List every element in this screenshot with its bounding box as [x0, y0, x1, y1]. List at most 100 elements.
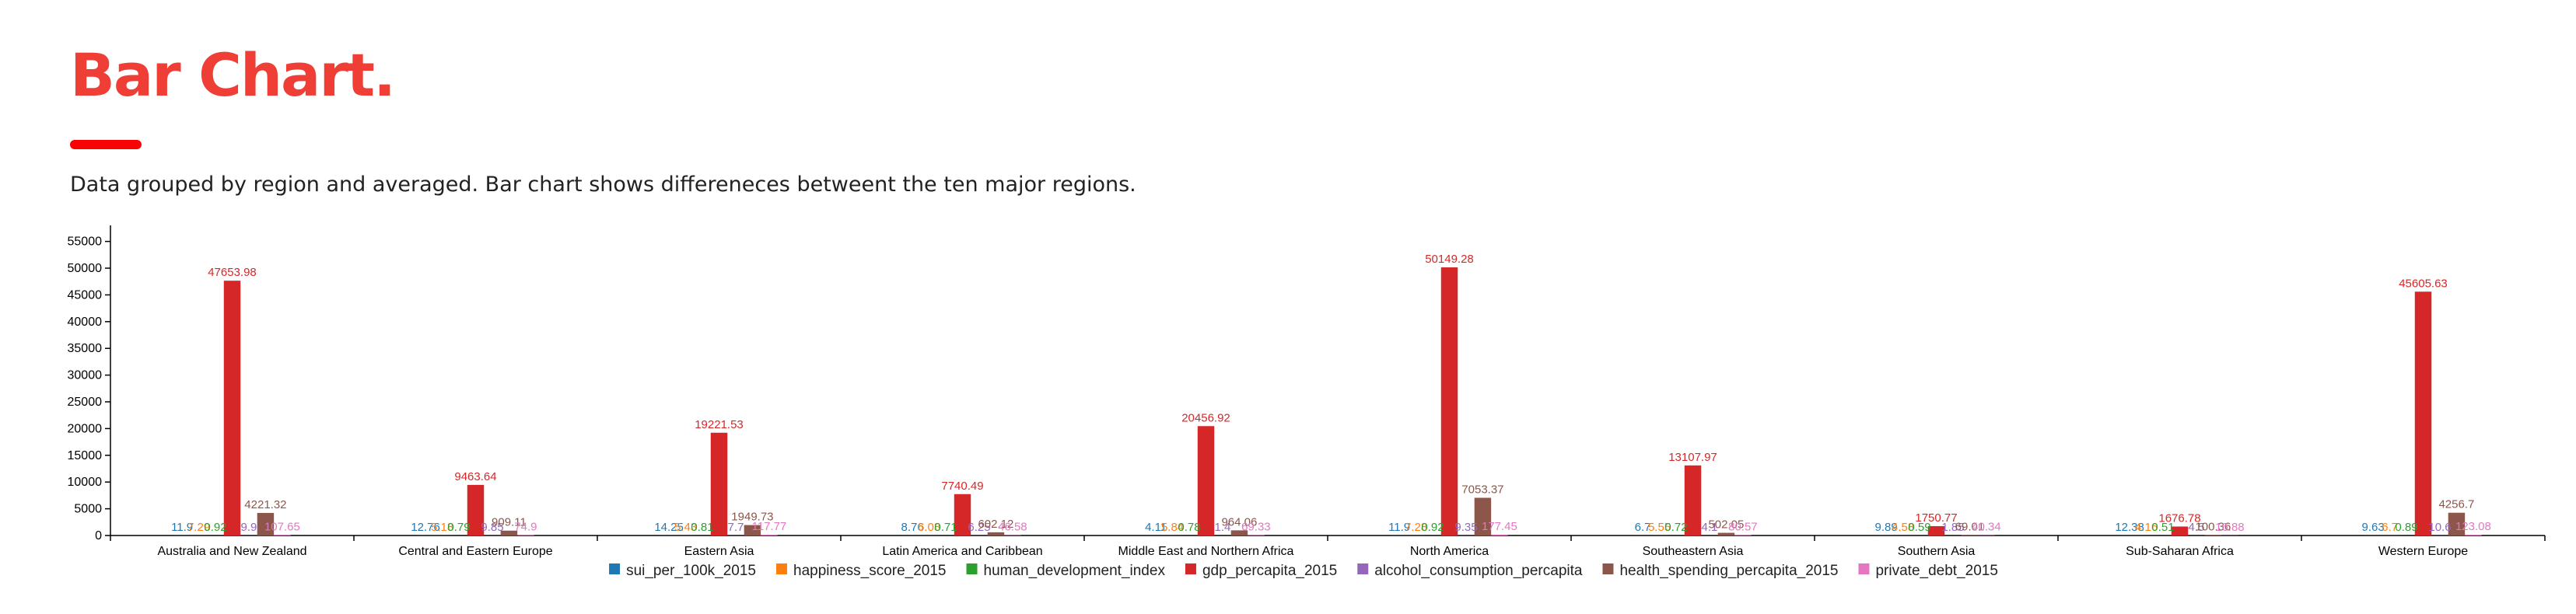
data-label: 12.76: [411, 521, 440, 534]
bar: [761, 535, 778, 536]
data-label: 0.72: [1664, 521, 1687, 534]
title-underline: [70, 140, 142, 149]
x-tick-label: Eastern Asia: [684, 545, 754, 558]
x-tick-label: Central and Eastern Europe: [398, 545, 552, 558]
x-tick-label: Middle East and Northern Africa: [1118, 545, 1294, 558]
bar: [257, 512, 275, 536]
bar: [987, 532, 1005, 536]
y-tick-label: 30000: [68, 369, 103, 382]
data-label: 4.11: [1145, 521, 1167, 534]
bar: [274, 535, 291, 536]
x-tick-label: Southern Asia: [1898, 545, 1976, 558]
legend-swatch: [1858, 563, 1870, 574]
legend: sui_per_100k_2015 happiness_score_2015 hum…: [609, 563, 1998, 579]
data-label: 0.59: [1908, 521, 1930, 534]
legend-swatch: [1357, 563, 1369, 574]
data-label: 9.63: [2362, 521, 2385, 534]
data-label: 6.7: [1635, 521, 1651, 534]
data-label: 10.6: [2428, 521, 2451, 534]
data-label: 964.06: [1221, 515, 1257, 529]
data-label: 1.4: [1215, 521, 1231, 534]
x-tick-label: Western Europe: [2378, 545, 2468, 558]
data-label: 0.92: [1421, 521, 1444, 534]
legend-swatch: [1602, 563, 1614, 574]
bar: [517, 535, 534, 536]
data-label: 47653.98: [208, 266, 257, 279]
legend-swatch: [609, 563, 621, 574]
data-label: 9463.64: [454, 470, 496, 483]
legend-label: happiness_score_2015: [793, 563, 947, 579]
bar: [1440, 267, 1458, 536]
bar: [2204, 535, 2222, 536]
data-label: 80.57: [1728, 520, 1758, 533]
data-label: 11.9: [171, 521, 193, 534]
data-label: 4256.7: [2438, 498, 2474, 511]
y-axis: 0 5000 10000 15000 20000 25000 30000 35000 40000…: [68, 225, 111, 542]
data-label: 50149.28: [1425, 253, 1474, 266]
data-label: 4.1: [1702, 521, 1718, 534]
y-tick-label: 15000: [68, 449, 103, 462]
data-label: 0.71: [934, 521, 957, 534]
data-label: 9.35: [1454, 521, 1477, 534]
data-label: 9.89: [1875, 521, 1898, 534]
page-subtitle: Data grouped by region and averaged. Bar…: [70, 173, 1136, 197]
y-tick-label: 55000: [68, 235, 103, 249]
x-tick-label: North America: [1410, 545, 1489, 558]
y-tick-label: 0: [95, 529, 102, 542]
data-label: 12.38: [2115, 521, 2144, 534]
data-label: 177.45: [1482, 520, 1517, 533]
data-label: 6.25: [968, 521, 990, 534]
bar: [1197, 426, 1215, 536]
y-tick-label: 25000: [68, 396, 103, 409]
data-label: 4.16: [2135, 521, 2158, 534]
data-label: 45605.63: [2399, 277, 2448, 290]
bar: [2448, 512, 2466, 536]
data-label: 1676.78: [2158, 511, 2200, 525]
x-tick-label: Australia and New Zealand: [157, 545, 306, 558]
data-label: 602.12: [978, 518, 1013, 531]
bar: [1491, 534, 1508, 536]
x-tick-label: Southeastern Asia: [1643, 545, 1744, 558]
data-label: 117.77: [752, 520, 787, 533]
data-label: 7.29: [187, 521, 210, 534]
legend-swatch: [1185, 563, 1196, 574]
data-label: 19221.53: [695, 418, 744, 431]
data-label: 7740.49: [941, 480, 983, 493]
data-label: 4221.32: [244, 498, 286, 511]
data-label: 5.18: [431, 521, 453, 534]
data-label: 0.92: [204, 521, 226, 534]
y-tick-label: 50000: [68, 262, 103, 275]
data-label: 909.11: [492, 516, 527, 529]
bars: [173, 267, 2482, 536]
data-label: 46.58: [998, 521, 1027, 534]
bar: [1684, 465, 1702, 536]
data-label: 6.08: [918, 521, 940, 534]
page-title: Bar Chart.: [70, 40, 396, 110]
bar: [744, 525, 761, 536]
data-label: 107.65: [264, 520, 300, 533]
bar: [1717, 532, 1735, 536]
y-tick-label: 10000: [68, 476, 103, 489]
data-label: 9.9: [241, 521, 257, 534]
bar: [1734, 535, 1752, 536]
data-label: 1949.73: [731, 511, 773, 524]
data-label: 4.58: [1892, 521, 1914, 534]
bar: [1230, 530, 1248, 536]
y-tick-label: 40000: [68, 316, 103, 329]
y-tick-label: 20000: [68, 422, 103, 435]
data-label: 0.79: [447, 521, 470, 534]
legend-swatch: [966, 563, 978, 574]
legend-label: gdp_percapita_2015: [1202, 563, 1337, 579]
data-label: 1.85: [1941, 521, 1964, 534]
data-label: 20456.92: [1181, 411, 1230, 424]
data-label: 7.7: [728, 521, 744, 534]
data-label: 502.05: [1708, 518, 1744, 532]
bar: [500, 530, 518, 536]
data-label: 6.7: [2382, 521, 2398, 534]
legend-label: health_spending_percapita_2015: [1619, 563, 1838, 579]
data-label: 123.08: [2455, 520, 2491, 533]
data-label: 74.9: [514, 520, 537, 533]
data-label: 9.85: [481, 521, 503, 534]
data-label: 0.78: [1178, 521, 1200, 534]
bar: [954, 494, 971, 536]
